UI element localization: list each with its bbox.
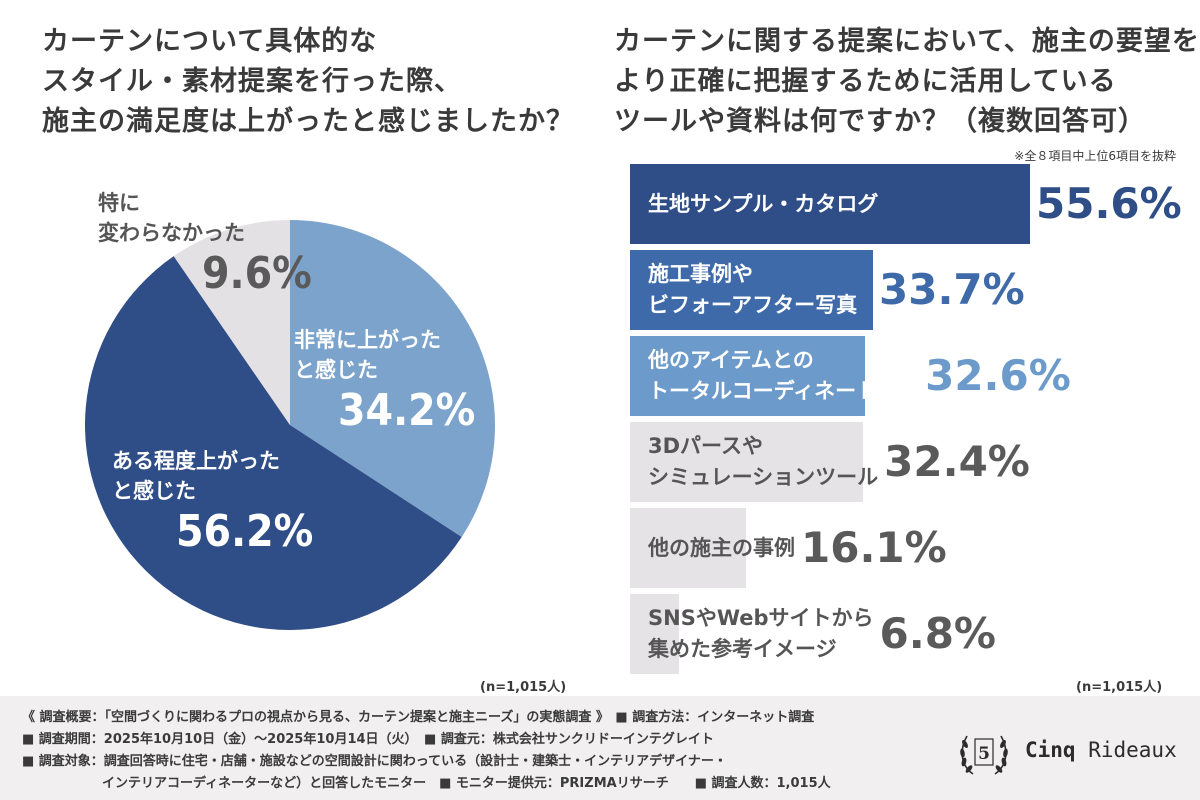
- pie-label-unchanged: 特に 変わらなかった 9.6%: [98, 191, 312, 299]
- excerpt-note: ※全８項目中上位6項目を抜粋: [1014, 149, 1176, 163]
- bar-chart: 生地サンプル・カタログ 55.6% 施工事例やビフォーアフター写真 33.7% 他のアイ…: [630, 160, 1200, 680]
- bar-row: 3Dパースやシミュレーションツール 32.4%: [630, 422, 1190, 502]
- bar-category-label-line: ビフォーアフター写真: [648, 293, 858, 317]
- bar-row: 他のアイテムとのトータルコーディネート事例 32.6%: [630, 336, 1190, 416]
- pie-chart: [84, 220, 495, 630]
- bar-category-label-line: 生地サンプル・カタログ: [648, 191, 879, 216]
- bar-sample-size-note: (n=1,015人): [1076, 680, 1163, 695]
- bar: [630, 336, 865, 416]
- bar-value-label: 55.6%: [1036, 179, 1182, 228]
- bar-category-label: 生地サンプル・カタログ: [648, 164, 878, 244]
- bar-value-label: 6.8%: [879, 609, 996, 658]
- footer-line-overview: 《 調査概要：「空間づくりに関わるプロの視点から見る、カーテン提案と施主ニーズ」…: [22, 710, 815, 725]
- survey-footer: 《 調査概要：「空間づくりに関わるプロの視点から見る、カーテン提案と施主ニーズ」…: [0, 696, 1200, 800]
- bar: [630, 164, 1030, 244]
- bar-category-label-line: 他のアイテムとの: [648, 348, 814, 372]
- bar-category-label: SNSやWebサイトから 集めた参考イメージ: [648, 594, 874, 674]
- left-chart-title: カーテンについて具体的な スタイル・素材提案を行った際、 施主の満足度は上がった…: [42, 26, 574, 137]
- bar-category-label-line: シミュレーションツール: [648, 465, 879, 489]
- bar-row: 施工事例やビフォーアフター写真 33.7%: [630, 250, 1190, 330]
- pie-slice-unchanged: [173, 220, 290, 425]
- bar-row: 生地サンプル・カタログ 55.6%: [630, 164, 1190, 244]
- bar: [630, 250, 873, 330]
- bar-category-label-line: 集めた参考イメージ: [648, 637, 837, 661]
- laurel-seal-icon: 5: [960, 735, 1008, 775]
- pie-slice-very-increased: [290, 220, 495, 538]
- pie-value-somewhat-increased: 56.2%: [176, 506, 314, 557]
- bar: [630, 422, 863, 502]
- bar-row: 他の施主の事例 16.1%: [630, 508, 1190, 588]
- bar-category-label-line: トータルコーディネート事例: [648, 379, 920, 403]
- pie-value-unchanged: 9.6%: [202, 248, 312, 299]
- pie-value-very-increased: 34.2%: [338, 385, 476, 436]
- bar-category-label: 3Dパースやシミュレーションツール: [648, 422, 878, 502]
- footer-line-period: ■ 調査期間：2025年10月10日（金）～2025年10月14日（火） ■ 調…: [22, 732, 714, 747]
- bar-value-label: 16.1%: [801, 523, 947, 572]
- bar-category-label-line: 施工事例や: [648, 262, 753, 286]
- pie-slice-somewhat-increased: [84, 256, 462, 630]
- footer-line-target: ■ 調査対象：調査回答時に住宅・店舗・施設などの空間設計に関わっている（設計士・…: [22, 754, 727, 769]
- bar-category-label: 施工事例やビフォーアフター写真: [648, 250, 857, 330]
- pie-label-somewhat-increased: ある程度上がった と感じた 56.2%: [112, 449, 314, 557]
- bar-value-label: 32.4%: [884, 437, 1030, 486]
- right-chart-title: カーテンに関する提案において、施主の要望を より正確に把握するために活用している…: [614, 26, 1200, 137]
- bar: [630, 508, 746, 588]
- pie-label-very-increased: 非常に上がった と感じた 34.2%: [294, 328, 476, 436]
- bar-category-label-line: SNSやWebサイトから: [648, 606, 874, 630]
- bar-category-label-line: 他の施主の事例: [648, 535, 795, 560]
- bar-category-label: 他のアイテムとのトータルコーディネート事例: [648, 336, 919, 416]
- bar-category-label: 他の施主の事例: [648, 508, 795, 588]
- bar-value-label: 32.6%: [925, 351, 1071, 400]
- brand-logo-text: Cinq Rideaux: [1025, 738, 1177, 762]
- bar-row: SNSやWebサイトから 集めた参考イメージ 6.8%: [630, 594, 1190, 674]
- pie-sample-size-note: (n=1,015人): [480, 680, 567, 695]
- bar-category-label-line: 3Dパースや: [648, 434, 763, 458]
- bar-value-label: 33.7%: [879, 265, 1025, 314]
- seal-number: 5: [978, 744, 990, 764]
- bar: [630, 594, 679, 674]
- footer-line-target-cont: インテリアコーディネーターなど）と回答したモニター ■ モニター提供元：PRIZ…: [102, 776, 831, 791]
